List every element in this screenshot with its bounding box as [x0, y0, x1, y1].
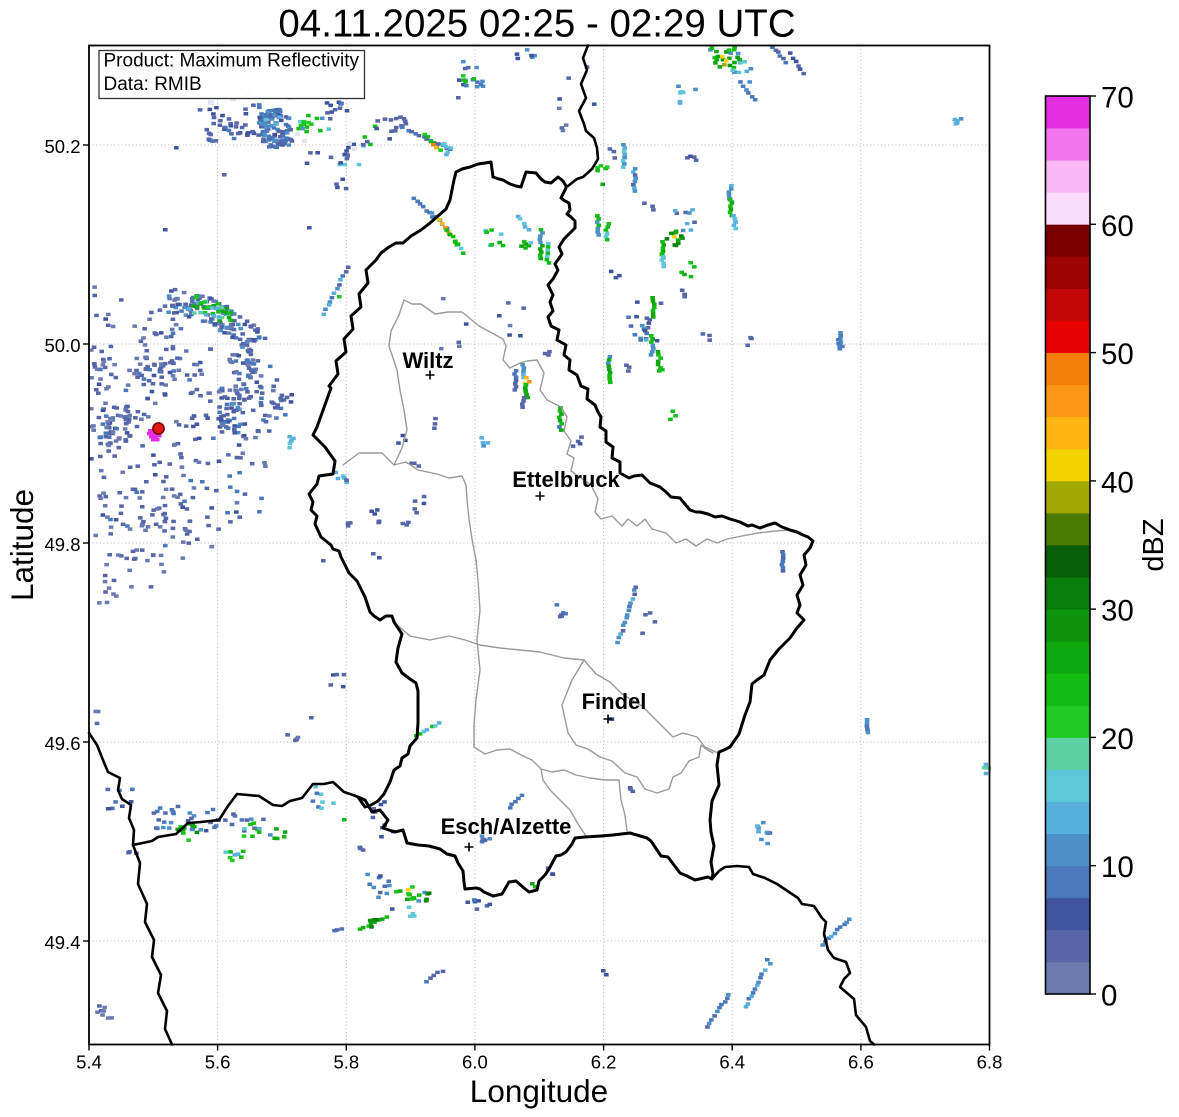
- svg-text:Findel: Findel: [582, 689, 647, 714]
- svg-text:70: 70: [1101, 82, 1134, 115]
- svg-text:49.8: 49.8: [44, 534, 80, 555]
- svg-text:5.4: 5.4: [76, 1052, 102, 1073]
- svg-text:0: 0: [1101, 980, 1117, 1013]
- svg-text:dBZ: dBZ: [1138, 518, 1170, 571]
- svg-text:6.6: 6.6: [848, 1052, 874, 1073]
- svg-text:5.6: 5.6: [205, 1052, 231, 1073]
- svg-text:5.8: 5.8: [333, 1052, 359, 1073]
- svg-text:Esch/Alzette: Esch/Alzette: [441, 814, 572, 839]
- svg-text:30: 30: [1101, 595, 1134, 628]
- svg-text:20: 20: [1101, 723, 1134, 756]
- svg-text:Longitude: Longitude: [470, 1073, 608, 1109]
- svg-text:6.0: 6.0: [462, 1052, 488, 1073]
- svg-text:10: 10: [1101, 851, 1134, 884]
- svg-text:04.11.2025 02:25 - 02:29 UTC: 04.11.2025 02:25 - 02:29 UTC: [278, 3, 795, 46]
- svg-text:6.4: 6.4: [719, 1052, 745, 1073]
- svg-text:40: 40: [1101, 466, 1134, 499]
- svg-text:Latitude: Latitude: [4, 489, 40, 601]
- svg-text:Data: RMIB: Data: RMIB: [104, 74, 202, 95]
- svg-text:49.4: 49.4: [44, 932, 80, 953]
- svg-text:60: 60: [1101, 210, 1134, 243]
- svg-text:Ettelbruck: Ettelbruck: [512, 467, 620, 492]
- svg-text:6.2: 6.2: [591, 1052, 617, 1073]
- svg-text:6.8: 6.8: [977, 1052, 1003, 1073]
- svg-text:50.0: 50.0: [44, 335, 80, 356]
- svg-text:Product: Maximum Reflectivity: Product: Maximum Reflectivity: [104, 51, 360, 72]
- svg-text:Wiltz: Wiltz: [402, 348, 453, 373]
- svg-text:49.6: 49.6: [44, 733, 80, 754]
- svg-text:50: 50: [1101, 338, 1134, 371]
- svg-text:50.2: 50.2: [44, 136, 80, 157]
